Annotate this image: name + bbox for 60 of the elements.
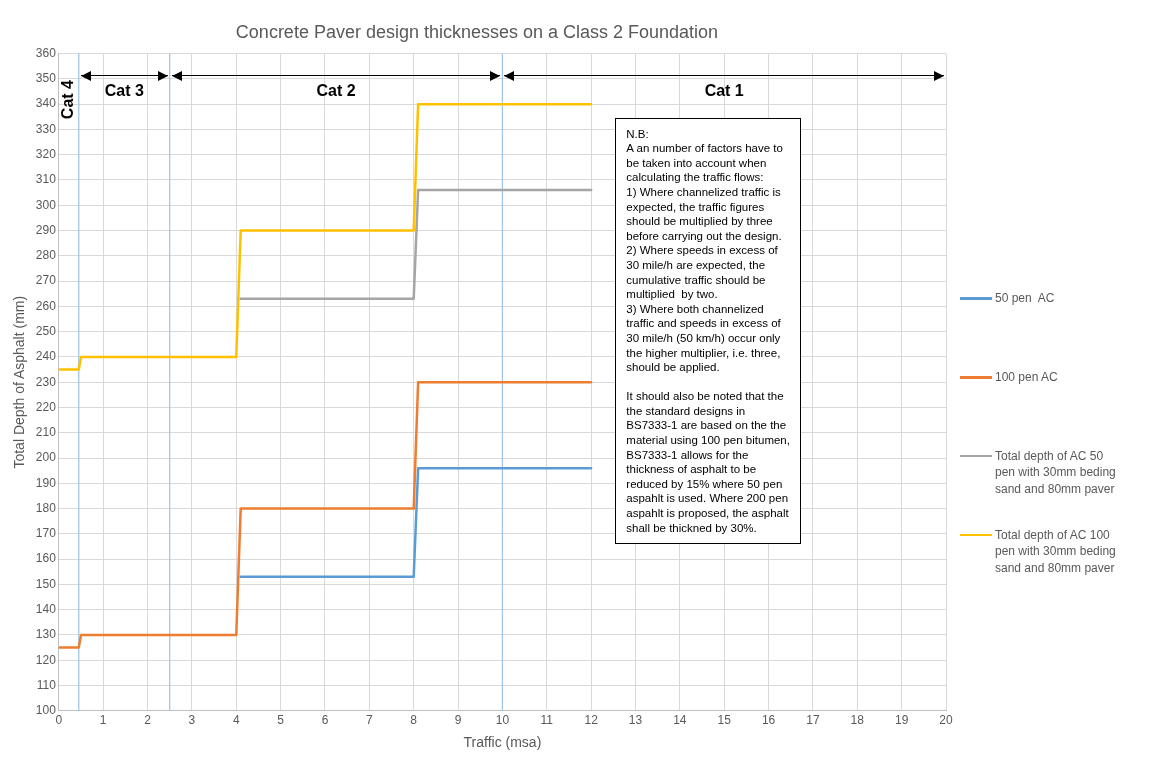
x-tick-label: 18	[850, 713, 865, 728]
x-tick-label: 19	[894, 713, 909, 728]
x-tick-label: 3	[188, 713, 196, 728]
legend-label: 50 pen AC	[995, 290, 1056, 307]
y-tick-label: 140	[35, 602, 57, 616]
chart-title: Concrete Paver design thicknesses on a Class 2 Foundation	[235, 21, 719, 42]
y-tick-label: 110	[36, 677, 57, 692]
y-tick-label: 210	[35, 425, 57, 440]
y-tick-label: 360	[35, 45, 57, 60]
y-tick-label: 240	[35, 349, 57, 364]
annotation: Cat 3	[104, 82, 144, 100]
y-tick-label: 230	[35, 374, 57, 389]
x-tick-label: 13	[628, 713, 643, 728]
x-tick-label: 1	[99, 713, 107, 728]
annotation: Cat 2	[316, 82, 356, 100]
y-tick-label: 200	[35, 450, 57, 465]
legend-label: Total depth of AC 50 pen with 30mm beding sand and 80mm paver	[995, 447, 1117, 498]
x-tick-label: 8	[410, 713, 418, 728]
annotation: Cat 1	[704, 82, 744, 100]
legend-label: 100 pen AC	[995, 369, 1059, 386]
x-tick-label: 0	[55, 713, 63, 728]
x-tick-label: 7	[365, 713, 373, 728]
x-tick-label: 12	[584, 713, 599, 728]
y-tick-label: 290	[35, 222, 57, 237]
legend-label: Total depth of AC 100 pen with 30mm beding sand and 80mm paver	[995, 526, 1117, 577]
y-tick-label: 260	[35, 298, 57, 313]
y-tick-label: 180	[35, 500, 57, 515]
y-tick-label: 130	[35, 627, 57, 642]
x-tick-label: 17	[806, 713, 820, 728]
x-tick-label: 4	[232, 713, 240, 728]
y-tick-label: 320	[35, 147, 57, 162]
y-tick-label: 330	[35, 121, 57, 136]
y-tick-label: 310	[35, 172, 57, 187]
x-tick-label: 11	[540, 713, 554, 728]
x-tick-label: 20	[939, 713, 953, 728]
y-tick-label: 170	[35, 526, 57, 541]
y-tick-label: 270	[35, 273, 57, 288]
y-tick-label: 300	[35, 197, 57, 212]
text: N.B: A an number of factors have to be taken into account when calculating the traffic flows: 1) Where channelized traffic is expected, the traffic figures should be multiplied by three before carrying out the design. 2) Where speeds in excess of 30 mile/h are expected, the cumulative traffic should be multiplied by two. 3) Where both channelized traffic and speeds in excess of 30 mile/h (50 km/h) occur only the higher multiplier, i.e. three, should be applied. It should also be noted that the the standard designs in BS7333-1 are based on the the material using 100 pen bitumen, BS7333-1 allows for the thickness of asphalt to be reduced by 15% where 50 pen aspahlt is used. Where 200 pen aspahlt is proposed, the asphalt shall be thickned by 30%.	[626, 127, 790, 534]
x-tick-label: 10	[495, 713, 510, 728]
x-tick-label: 16	[761, 713, 776, 728]
y-tick-label: 350	[35, 71, 57, 86]
x-tick-label: 2	[144, 713, 152, 728]
x-tick-label: 14	[673, 713, 687, 728]
annotation: Cat 4	[59, 79, 77, 120]
y-tick-label: 250	[35, 323, 57, 338]
y-tick-label: 280	[35, 248, 57, 263]
y-tick-label: 100	[35, 703, 57, 718]
y-tick-label: 340	[35, 96, 57, 111]
y-tick-label: 150	[35, 576, 57, 591]
x-tick-label: 9	[454, 713, 462, 728]
x-tick-label: 5	[277, 713, 285, 728]
y-tick-label: 220	[35, 399, 57, 414]
y-tick-label: 190	[35, 475, 57, 490]
x-tick-label: 6	[321, 713, 329, 728]
x-tick-label: 15	[717, 713, 732, 728]
x-axis-title: Traffic (msa)	[463, 734, 542, 751]
y-tick-label: 160	[35, 551, 57, 566]
y-axis-title: Total Depth of Asphalt (mm)	[11, 295, 28, 469]
y-tick-label: 120	[35, 652, 57, 667]
